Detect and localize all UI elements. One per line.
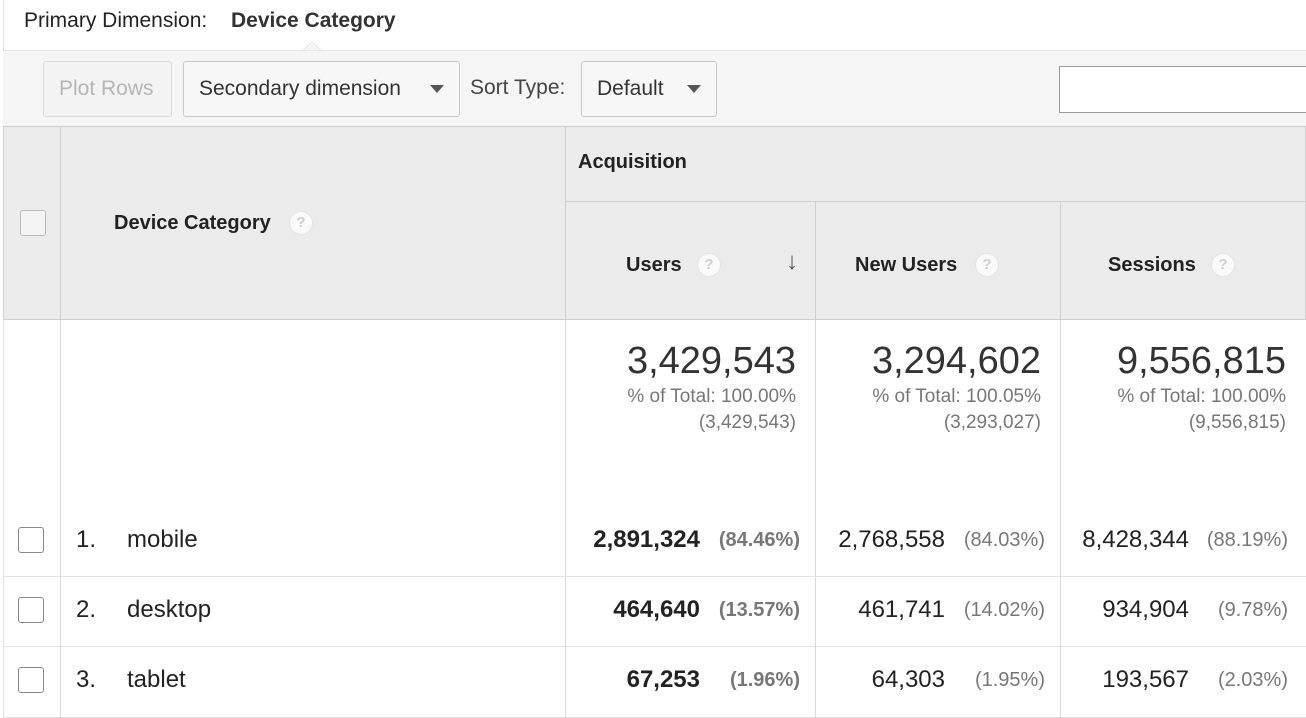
sort-type-value: Default — [597, 77, 664, 100]
select-all-header — [3, 126, 61, 320]
device-category-header[interactable]: Device Category — [114, 212, 271, 234]
acquisition-label: Acquisition — [578, 151, 687, 173]
users-column-header[interactable]: Users ? ↓ — [565, 201, 816, 320]
row-number: 2. — [76, 596, 97, 623]
sort-descending-icon[interactable]: ↓ — [786, 248, 798, 275]
users-pct: (84.46%) — [718, 529, 800, 551]
row-dimension-cell — [60, 577, 566, 647]
row-sessions-cell: 934,904 (9.78%) — [1060, 577, 1306, 647]
users-pct: (13.57%) — [718, 599, 800, 621]
help-icon[interactable]: ? — [697, 253, 721, 277]
users-value: 464,640 — [613, 596, 700, 623]
sessions-pct: (9.78%) — [1217, 599, 1288, 621]
sessions-pct: (88.19%) — [1206, 529, 1288, 551]
total-users-abs: (3,429,543) — [698, 412, 796, 433]
row-device-link[interactable]: mobile — [127, 526, 198, 553]
total-users-pct: % of Total: 100.00% — [627, 386, 796, 407]
primary-dimension-bar: Primary Dimension: Device Category — [3, 0, 1306, 51]
new-users-pct: (84.03%) — [963, 529, 1045, 551]
row-checkbox[interactable] — [18, 667, 44, 693]
total-users-cell: 3,429,543 % of Total: 100.00% (3,429,543… — [565, 320, 816, 508]
users-pct: (1.96%) — [729, 669, 800, 691]
help-icon[interactable]: ? — [975, 253, 999, 277]
help-icon[interactable]: ? — [1211, 253, 1235, 277]
help-icon[interactable]: ? — [289, 211, 313, 235]
chevron-down-icon — [430, 85, 444, 93]
total-sessions-pct: % of Total: 100.00% — [1117, 386, 1286, 407]
table-toolbar: Plot Rows Secondary dimension Sort Type:… — [3, 50, 1306, 126]
row-new-users-cell: 64,303 (1.95%) — [815, 647, 1061, 718]
new-users-value: 461,741 — [858, 596, 945, 623]
sessions-value: 8,428,344 — [1082, 526, 1189, 553]
total-new-users-value: 3,294,602 — [871, 340, 1041, 382]
search-input[interactable] — [1059, 66, 1306, 113]
users-value: 2,891,324 — [593, 526, 700, 553]
users-value: 67,253 — [626, 666, 700, 693]
sessions-value: 193,567 — [1102, 666, 1189, 693]
sessions-header-label: Sessions — [1108, 254, 1196, 276]
new-users-pct: (14.02%) — [963, 599, 1045, 621]
totals-label-cell — [60, 320, 566, 508]
sessions-pct: (2.03%) — [1217, 669, 1288, 691]
select-all-checkbox[interactable] — [20, 210, 46, 236]
total-sessions-cell: 9,556,815 % of Total: 100.00% (9,556,815… — [1060, 320, 1306, 508]
row-number: 3. — [76, 666, 97, 693]
row-number: 1. — [76, 526, 97, 553]
sort-type-label: Sort Type: — [470, 76, 566, 99]
acquisition-group-header: Acquisition — [565, 126, 1306, 202]
row-new-users-cell: 461,741 (14.02%) — [815, 577, 1061, 647]
new-users-value: 2,768,558 — [838, 526, 945, 553]
row-dimension-cell — [60, 507, 566, 577]
row-checkbox[interactable] — [18, 527, 44, 553]
total-new-users-pct: % of Total: 100.05% — [872, 386, 1041, 407]
table-row — [3, 647, 61, 718]
total-users-value: 3,429,543 — [626, 340, 796, 382]
report-table: Device Category ? Acquisition Users ? ↓ … — [3, 126, 1306, 718]
row-checkbox[interactable] — [18, 597, 44, 623]
primary-dimension-label: Primary Dimension: — [24, 9, 208, 32]
dimension-header: Device Category ? — [60, 126, 566, 320]
primary-dimension-value[interactable]: Device Category — [231, 9, 396, 32]
chevron-down-icon — [687, 85, 701, 93]
sessions-value: 934,904 — [1102, 596, 1189, 623]
table-row — [3, 507, 61, 577]
new-users-pct: (1.95%) — [974, 669, 1045, 691]
sort-type-dropdown[interactable]: Default — [581, 61, 717, 117]
new-users-header-label: New Users — [855, 254, 958, 276]
secondary-dimension-label: Secondary dimension — [199, 77, 401, 100]
new-users-column-header[interactable]: New Users ? — [815, 201, 1061, 320]
row-users-cell: 464,640 (13.57%) — [565, 577, 816, 647]
total-new-users-abs: (3,293,027) — [943, 412, 1041, 433]
secondary-dimension-dropdown[interactable]: Secondary dimension — [183, 61, 460, 117]
row-sessions-cell: 193,567 (2.03%) — [1060, 647, 1306, 718]
sessions-column-header[interactable]: Sessions ? — [1060, 201, 1306, 320]
table-row — [3, 577, 61, 647]
total-sessions-value: 9,556,815 — [1116, 340, 1286, 382]
new-users-value: 64,303 — [871, 666, 945, 693]
totals-checkbox-cell — [3, 320, 61, 508]
row-users-cell: 2,891,324 (84.46%) — [565, 507, 816, 577]
total-new-users-cell: 3,294,602 % of Total: 100.05% (3,293,027… — [815, 320, 1061, 508]
row-users-cell: 67,253 (1.96%) — [565, 647, 816, 718]
row-device-link[interactable]: tablet — [127, 666, 186, 693]
plot-rows-button[interactable]: Plot Rows — [43, 61, 172, 117]
row-sessions-cell: 8,428,344 (88.19%) — [1060, 507, 1306, 577]
selected-pointer — [302, 41, 322, 51]
row-new-users-cell: 2,768,558 (84.03%) — [815, 507, 1061, 577]
users-header-label: Users — [626, 254, 682, 276]
row-device-link[interactable]: desktop — [127, 596, 212, 623]
total-sessions-abs: (9,556,815) — [1188, 412, 1286, 433]
